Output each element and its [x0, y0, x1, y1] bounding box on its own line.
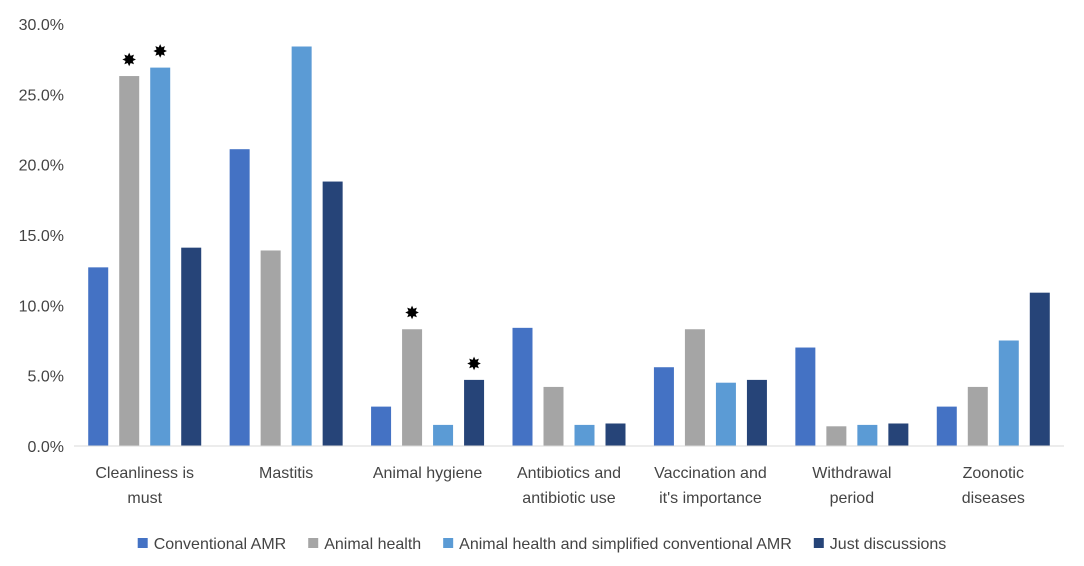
- category-label: Cleanliness is: [95, 465, 194, 482]
- bar: [746, 379, 767, 446]
- bar: [857, 424, 878, 446]
- bar: [795, 347, 816, 446]
- bars: [88, 46, 1050, 447]
- bar: [826, 426, 847, 446]
- category-label: diseases: [962, 490, 1025, 507]
- legend-swatch: [443, 538, 454, 548]
- legend-label: Animal health and simplified conventiona…: [459, 536, 792, 553]
- y-axis: 0.0% 5.0% 10.0% 15.0% 20.0% 25.0% 30.0%: [19, 17, 64, 456]
- legend-swatch: [308, 538, 319, 548]
- category-label: must: [127, 490, 162, 507]
- bar: [322, 181, 343, 446]
- bar: [605, 423, 626, 446]
- significance-marker: ✸: [467, 354, 482, 374]
- bar: [291, 46, 312, 447]
- y-tick-label: 5.0%: [28, 369, 64, 386]
- bar: [512, 327, 533, 446]
- legend-label: Just discussions: [830, 536, 947, 553]
- bar: [574, 424, 595, 446]
- category-label: Vaccination and: [654, 465, 767, 482]
- legend-item: Just discussions: [813, 536, 947, 553]
- y-tick-label: 0.0%: [28, 439, 64, 456]
- x-axis-labels: Cleanliness is must Mastitis Animal hygiene…: [95, 465, 1025, 507]
- category-label: Withdrawal: [812, 465, 891, 482]
- bar: [88, 267, 109, 446]
- bar: [464, 379, 485, 446]
- bar: [888, 423, 909, 446]
- category-label: Animal hygiene: [373, 465, 483, 482]
- bar: [936, 406, 957, 446]
- legend-label: Conventional AMR: [154, 536, 287, 553]
- category-label: period: [830, 490, 874, 507]
- y-tick-label: 20.0%: [19, 158, 64, 175]
- y-tick-label: 15.0%: [19, 228, 64, 245]
- bar: [433, 424, 454, 446]
- category-label: antibiotic use: [522, 490, 615, 507]
- category-label: Antibiotics and: [517, 465, 621, 482]
- bar: [684, 329, 705, 446]
- bar: [653, 367, 674, 446]
- bar: [181, 247, 202, 446]
- bar: [967, 386, 988, 446]
- legend-item: Animal health: [308, 536, 421, 553]
- significance-marker: ✸: [122, 50, 137, 70]
- category-label: Mastitis: [259, 465, 313, 482]
- y-tick-label: 30.0%: [19, 17, 64, 34]
- significance-marker: ✸: [153, 42, 168, 62]
- bar: [371, 406, 392, 446]
- legend-item: Conventional AMR: [137, 536, 287, 553]
- legend-item: Animal health and simplified conventiona…: [443, 536, 792, 553]
- legend: Conventional AMR Animal health Animal heal…: [137, 536, 947, 553]
- bar: [229, 149, 250, 446]
- bar: [998, 340, 1019, 446]
- bar: [150, 67, 171, 447]
- y-tick-label: 25.0%: [19, 87, 64, 104]
- category-label: it's importance: [659, 490, 762, 507]
- significance-markers: ✸ ✸ ✸ ✸: [122, 42, 482, 374]
- category-label: Zoonotic: [963, 465, 1024, 482]
- y-tick-label: 10.0%: [19, 298, 64, 315]
- bar: [119, 76, 140, 447]
- significance-marker: ✸: [405, 303, 420, 323]
- bar: [402, 329, 423, 446]
- bar: [543, 386, 564, 446]
- legend-label: Animal health: [324, 536, 421, 553]
- bar: [715, 382, 736, 446]
- bar: [260, 250, 281, 446]
- legend-swatch: [137, 538, 148, 548]
- bar: [1029, 292, 1050, 446]
- legend-swatch: [813, 538, 824, 548]
